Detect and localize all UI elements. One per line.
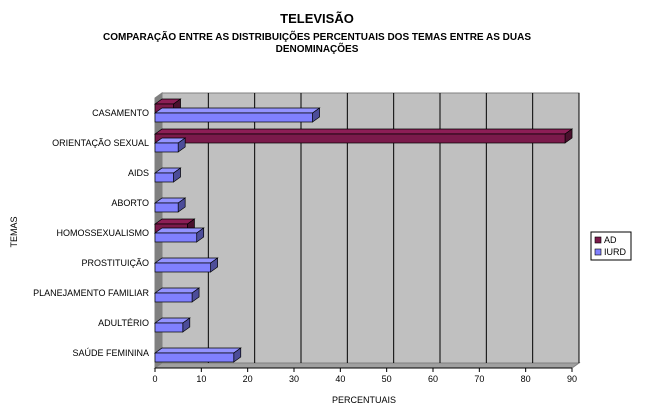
bar-front-face [154, 322, 184, 333]
category-label: HOMOSSEXUALISMO [56, 228, 149, 238]
bar-front-face [154, 133, 566, 144]
bar-top-face [153, 128, 574, 135]
category-label: AIDS [128, 168, 149, 178]
x-tick-label: 90 [567, 374, 577, 384]
bar-iurd [153, 257, 219, 273]
category-label: ABORTO [111, 198, 149, 208]
x-tick-label: 50 [382, 374, 392, 384]
category-label: SAÚDE FEMININA [72, 348, 149, 358]
category-label: PLANEJAMENTO FAMILIAR [33, 288, 149, 298]
bar-top-face [153, 347, 242, 354]
bar-front-face [154, 202, 179, 213]
x-tick-label: 0 [152, 374, 157, 384]
category-label: CASAMENTO [92, 108, 149, 118]
bar-top-face [153, 227, 205, 234]
y-axis-label: TEMAS [9, 216, 19, 247]
legend-swatch [594, 236, 602, 244]
category-labels: CASAMENTO ORIENTAÇÃO SEXUAL AIDS ABORTO HOMO… [33, 108, 149, 358]
bar-front-face [154, 292, 193, 303]
bar-iurd [153, 197, 187, 213]
x-tick-label: 80 [521, 374, 531, 384]
plot-floor [153, 362, 581, 369]
chart-title: TELEVISÃO [280, 11, 354, 26]
bar-top-face [153, 257, 219, 264]
legend-swatch [594, 248, 602, 256]
bar-iurd [153, 137, 187, 153]
chart-subtitle-line-2: DENOMINAÇÕES [276, 42, 359, 55]
x-tick-label: 70 [474, 374, 484, 384]
bar-front-face [154, 262, 211, 273]
x-tick-labels: 0 10 20 30 40 50 60 70 80 90 [152, 368, 577, 384]
bar-front-face [154, 232, 198, 243]
x-tick-label: 30 [289, 374, 299, 384]
bars-group [153, 98, 574, 363]
bar-front-face [154, 172, 174, 183]
bar-iurd [153, 347, 242, 363]
category-label: PROSTITUIÇÃO [81, 258, 149, 268]
bar-iurd [153, 317, 191, 333]
bar-front-face [154, 112, 313, 123]
bar-iurd [153, 167, 182, 183]
chart-subtitle-line-1: COMPARAÇÃO ENTRE AS DISTRIBUIÇÕES PERCEN… [103, 30, 531, 43]
category-label: ORIENTAÇÃO SEXUAL [52, 138, 149, 148]
bar-front-face [154, 352, 235, 363]
bar-front-face [154, 142, 179, 153]
bar-top-face [153, 287, 201, 294]
legend: AD IURD [590, 231, 632, 261]
legend-label: AD [604, 235, 617, 245]
x-tick-label: 60 [428, 374, 438, 384]
legend-label: IURD [604, 247, 626, 257]
category-label: ADULTÉRIO [98, 318, 149, 328]
bar-iurd [153, 287, 201, 303]
bar-top-face [153, 107, 321, 114]
x-tick-label: 20 [243, 374, 253, 384]
bar-iurd [153, 107, 321, 123]
bar-iurd [153, 227, 205, 243]
x-tick-label: 40 [335, 374, 345, 384]
x-axis-label: PERCENTUAIS [332, 395, 396, 405]
x-tick-label: 10 [196, 374, 206, 384]
legend-box [590, 231, 632, 261]
bar-ad [153, 128, 574, 144]
